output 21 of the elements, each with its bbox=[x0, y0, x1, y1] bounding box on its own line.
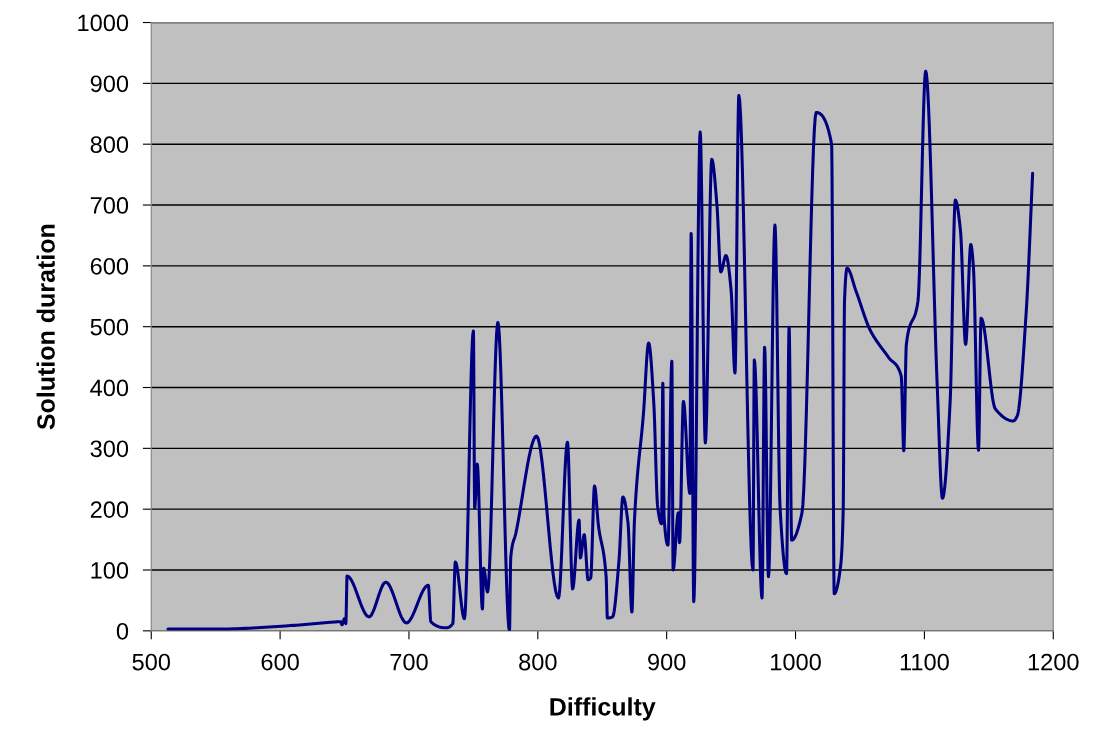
y-axis-title: Solution duration bbox=[36, 224, 55, 430]
y-tick-label: 500 bbox=[90, 318, 129, 336]
x-tick-label: 500 bbox=[132, 653, 171, 671]
y-tick-label: 400 bbox=[90, 379, 129, 397]
x-axis-title: Difficulty bbox=[550, 697, 656, 721]
y-tick-label: 300 bbox=[90, 440, 129, 458]
y-tick-label: 200 bbox=[90, 501, 129, 518]
x-tick-label: 1000 bbox=[771, 653, 821, 671]
y-tick-label: 900 bbox=[90, 75, 129, 93]
x-tick-label: 1100 bbox=[900, 653, 949, 671]
x-tick-label: 600 bbox=[261, 653, 299, 671]
x-tick-label: 700 bbox=[390, 653, 428, 671]
y-tick-label: 1000 bbox=[78, 14, 129, 32]
x-tick-label: 1200 bbox=[1028, 653, 1079, 671]
y-tick-label: 700 bbox=[90, 197, 129, 214]
y-tick-label: 600 bbox=[90, 257, 129, 275]
x-tick-label: 900 bbox=[648, 653, 686, 671]
y-tick-label: 0 bbox=[116, 622, 129, 640]
y-tick-label: 800 bbox=[90, 136, 129, 153]
y-tick-label: 100 bbox=[91, 562, 129, 579]
x-tick-label: 800 bbox=[519, 653, 557, 671]
